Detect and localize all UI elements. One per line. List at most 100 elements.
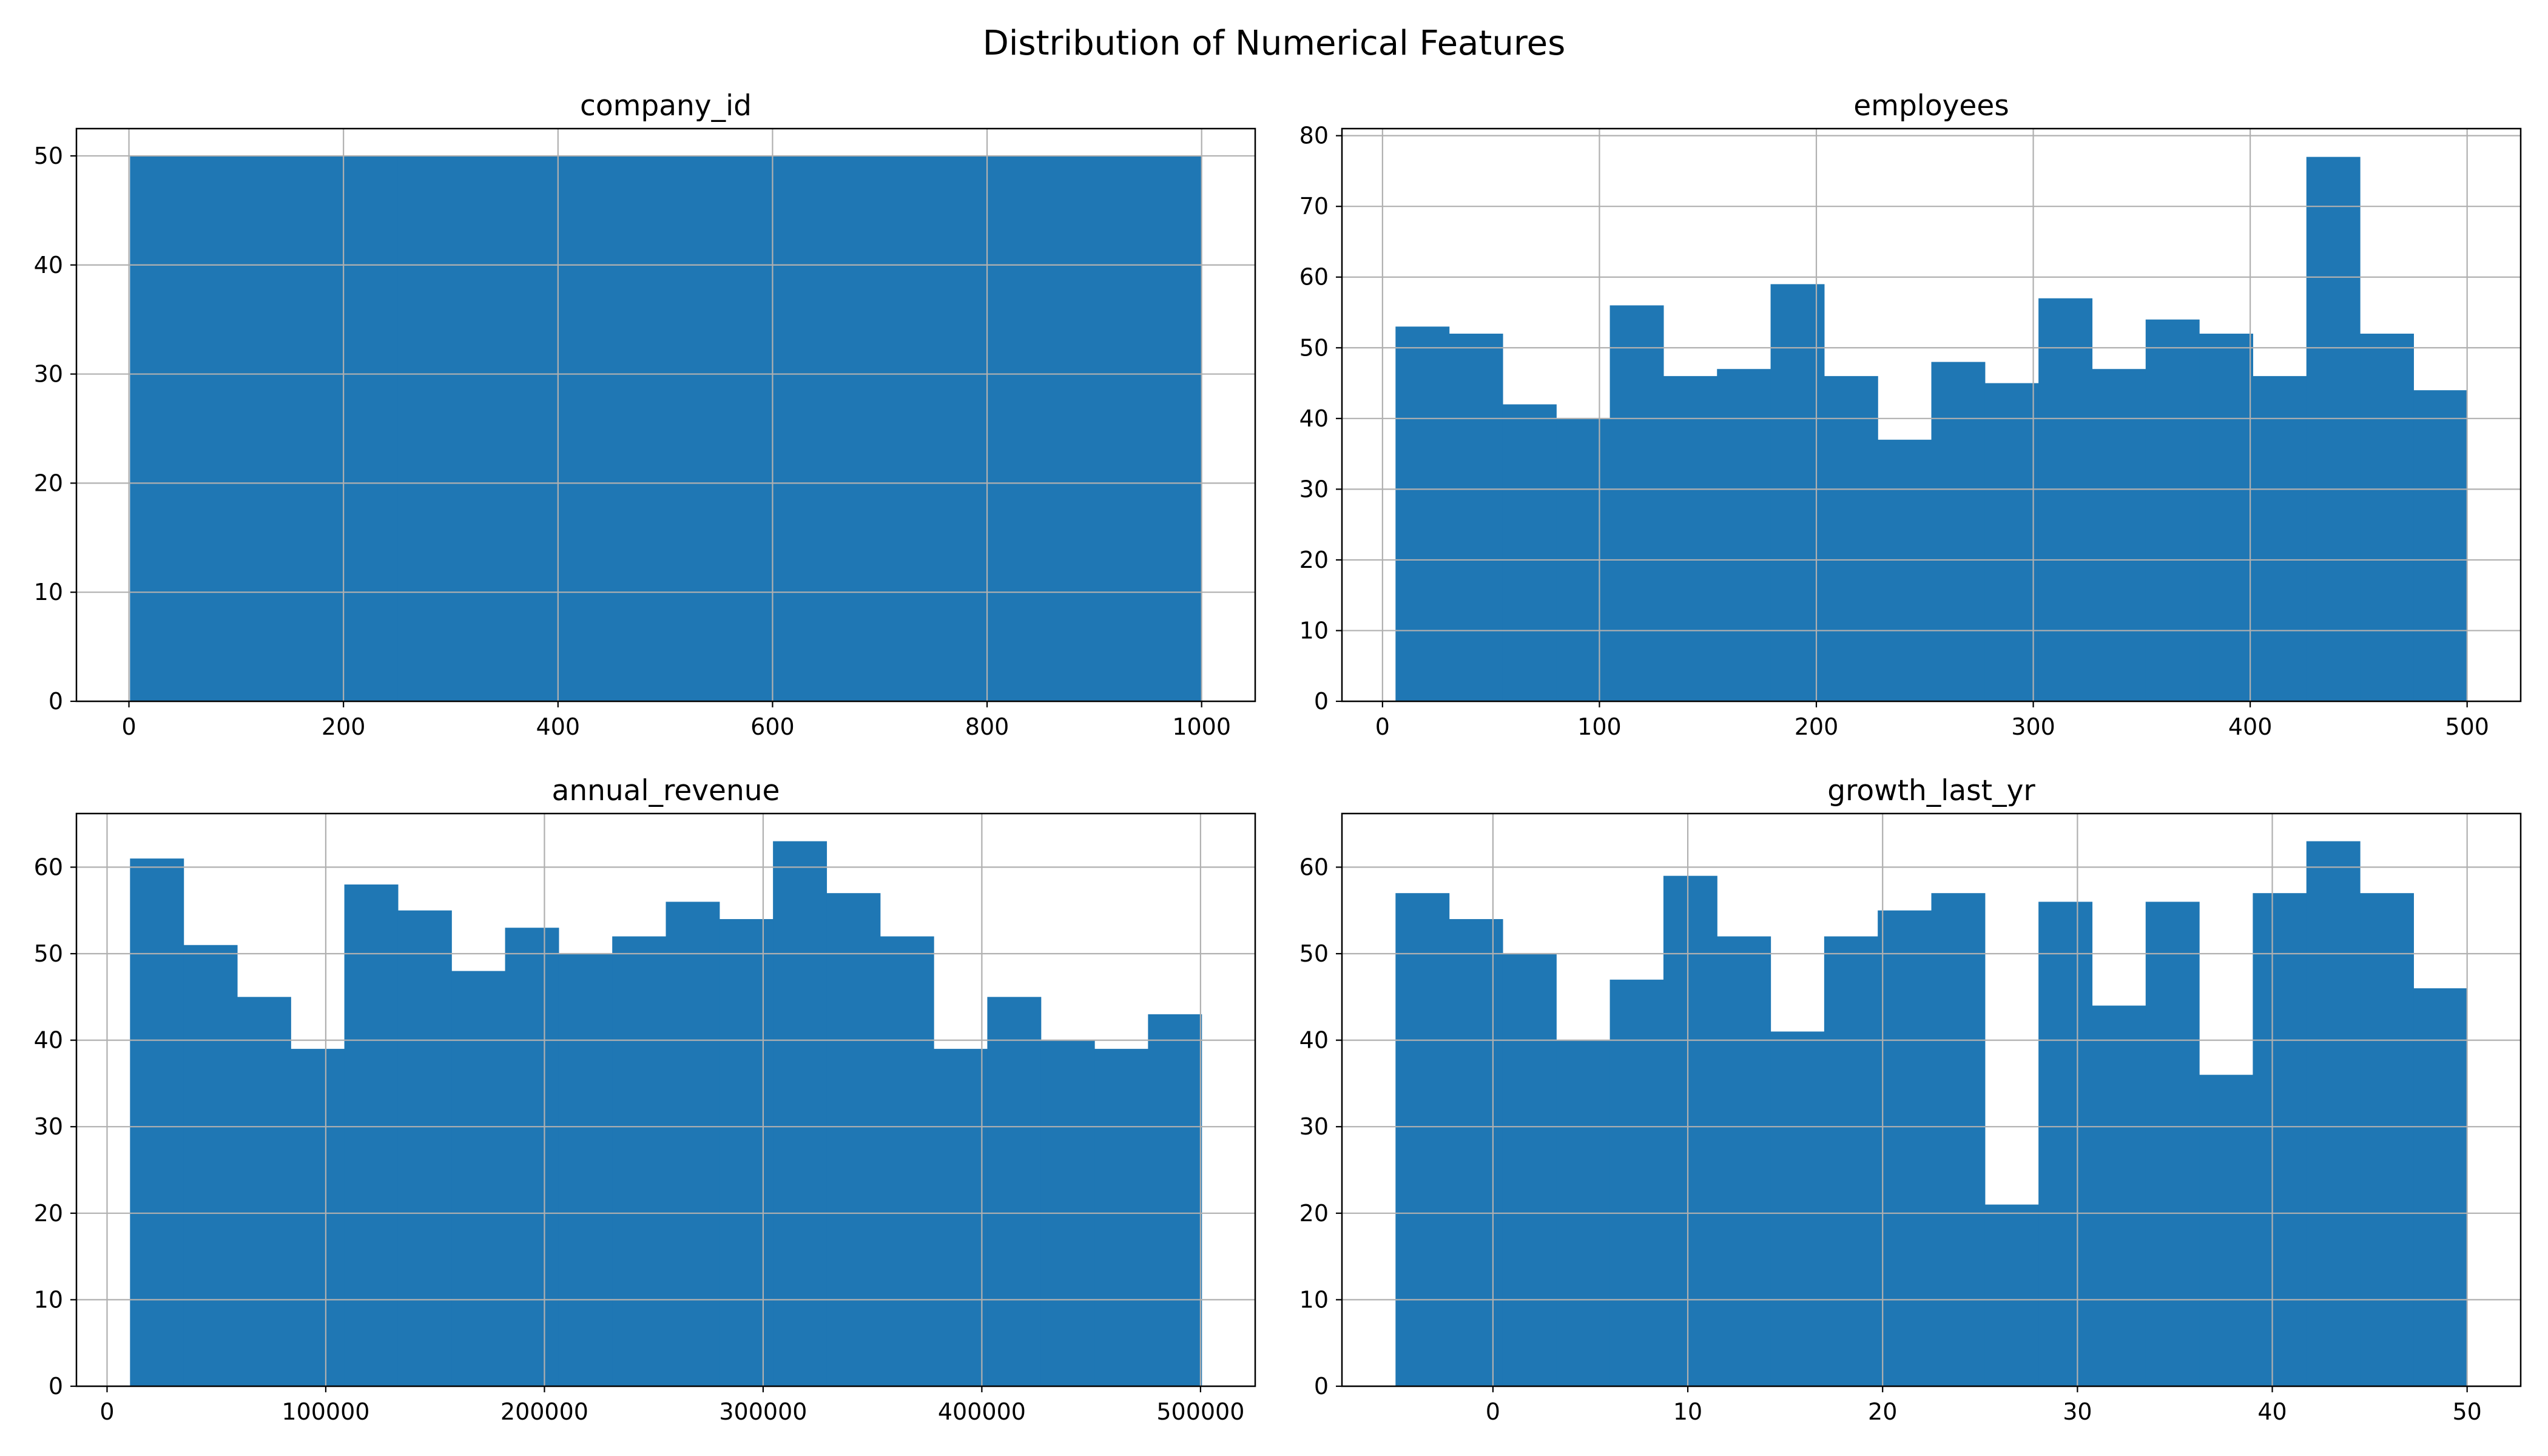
histogram-bar xyxy=(1984,1204,2039,1386)
subplot-title-growth-last-yr: growth_last_yr xyxy=(1827,774,2035,807)
histogram-bar xyxy=(505,928,559,1386)
histogram-bar xyxy=(612,936,667,1386)
x-tick-label: 0 xyxy=(1375,713,1390,740)
histogram-bar xyxy=(987,997,1042,1386)
x-tick-label: 0 xyxy=(99,1398,114,1425)
y-tick-label: 10 xyxy=(34,579,63,605)
y-tick-label: 0 xyxy=(49,688,63,715)
histogram-bar xyxy=(826,893,881,1386)
axes-frame xyxy=(1341,127,2522,703)
histogram-bar xyxy=(1770,1031,1825,1386)
histogram-bar xyxy=(397,155,667,701)
x-tick-label: 100000 xyxy=(281,1398,369,1425)
histogram-bar xyxy=(2038,902,2093,1386)
x-tick-label: 500 xyxy=(2445,713,2489,740)
x-tick-label: 300 xyxy=(2011,713,2055,740)
subplot-title-employees: employees xyxy=(1853,89,2009,123)
x-tick-label: 100 xyxy=(1577,713,1622,740)
y-tick-label: 20 xyxy=(1299,1200,1329,1227)
histogram-bar xyxy=(1449,333,1503,701)
histogram-bar xyxy=(1609,305,1664,701)
histogram-bar xyxy=(1395,326,1450,701)
histogram-bar xyxy=(2360,333,2414,701)
y-tick-label: 60 xyxy=(34,854,63,880)
y-tick-label: 40 xyxy=(34,1027,63,1054)
histogram-bar xyxy=(2092,369,2146,701)
x-tick-label: 30 xyxy=(2063,1398,2092,1425)
axes-frame xyxy=(75,127,1256,703)
subplot-title-company-id: company_id xyxy=(580,89,752,123)
x-tick-label: 40 xyxy=(2257,1398,2287,1425)
histogram-bar xyxy=(2145,902,2200,1386)
histogram-bar xyxy=(1609,979,1664,1386)
histogram-bar xyxy=(1824,376,1878,701)
y-tick-label: 30 xyxy=(34,361,63,388)
y-tick-label: 0 xyxy=(1314,688,1329,715)
y-tick-label: 50 xyxy=(34,940,63,967)
histogram-bar xyxy=(1717,369,1771,701)
x-tick-label: 800 xyxy=(965,713,1009,740)
histogram-bar xyxy=(1148,1014,1202,1386)
histogram-bar xyxy=(2413,390,2468,701)
y-tick-label: 20 xyxy=(34,470,63,496)
x-tick-label: 600 xyxy=(750,713,795,740)
x-tick-label: 0 xyxy=(1486,1398,1500,1425)
histogram-bar xyxy=(1663,376,1717,701)
histogram-bar xyxy=(558,954,613,1386)
histogram-bar xyxy=(1094,1048,1148,1386)
y-tick-label: 10 xyxy=(1299,617,1329,644)
y-tick-label: 20 xyxy=(34,1200,63,1227)
subplot-company-id: 0 200 400 600 800 1000 0 10 20 30 40 50 company_id xyxy=(34,89,1256,740)
histogram-bar xyxy=(183,945,238,1386)
subplot-employees: 0 100 200 300 400 500 0 10 20 30 40 50 60 70 80 employe… xyxy=(1299,89,2522,740)
histogram-bar xyxy=(1770,284,1825,701)
histogram-bar xyxy=(2199,333,2254,701)
y-tick-label: 80 xyxy=(1299,123,1329,149)
axes-frame xyxy=(75,812,1256,1387)
x-tick-label: 400000 xyxy=(938,1398,1026,1425)
histogram-bar xyxy=(1449,918,1503,1386)
histogram-bar xyxy=(1502,404,1557,701)
x-tick-label: 400 xyxy=(2228,713,2273,740)
y-tick-label: 30 xyxy=(34,1113,63,1140)
histogram-bar xyxy=(397,910,452,1386)
histogram-bar xyxy=(130,155,399,701)
histogram-bar xyxy=(773,841,827,1386)
x-tick-label: 200 xyxy=(322,713,366,740)
histogram-bar xyxy=(1931,362,1986,701)
histogram-bar xyxy=(1931,893,1986,1386)
y-tick-label: 0 xyxy=(49,1373,63,1400)
histogram-bar xyxy=(344,884,399,1386)
y-tick-label: 0 xyxy=(1314,1373,1329,1400)
y-tick-label: 40 xyxy=(1299,405,1329,432)
x-tick-label: 20 xyxy=(1868,1398,1897,1425)
x-tick-label: 400 xyxy=(536,713,581,740)
x-tick-label: 1000 xyxy=(1172,713,1231,740)
histogram-bar xyxy=(1878,439,1932,701)
histogram-bar xyxy=(2145,319,2200,701)
y-tick-label: 60 xyxy=(1299,264,1329,291)
y-tick-label: 50 xyxy=(1299,334,1329,361)
histogram-bar xyxy=(2306,157,2361,701)
y-tick-label: 70 xyxy=(1299,193,1329,220)
x-tick-label: 0 xyxy=(121,713,136,740)
histogram-bar xyxy=(2253,893,2307,1386)
y-tick-label: 10 xyxy=(1299,1286,1329,1313)
histogram-bar xyxy=(666,902,720,1386)
x-tick-label: 300000 xyxy=(719,1398,807,1425)
histogram-bar xyxy=(934,155,1202,701)
y-tick-label: 60 xyxy=(1299,854,1329,880)
y-tick-label: 40 xyxy=(34,252,63,278)
x-tick-label: 200 xyxy=(1795,713,1839,740)
histogram-bar xyxy=(1878,910,1932,1386)
histogram-bar xyxy=(2306,841,2361,1386)
histogram-bar xyxy=(1717,936,1771,1386)
histogram-bar xyxy=(719,918,774,1386)
histogram-bar xyxy=(2199,1074,2254,1386)
subplot-annual-revenue: 0 100000 200000 300000 400000 500000 0 10 20 30 40… xyxy=(34,774,1256,1425)
histogram-bar xyxy=(1984,383,2039,701)
histogram-bar xyxy=(451,971,506,1386)
y-tick-label: 30 xyxy=(1299,1113,1329,1140)
x-tick-label: 200000 xyxy=(500,1398,588,1425)
histogram-bar xyxy=(934,1048,988,1386)
